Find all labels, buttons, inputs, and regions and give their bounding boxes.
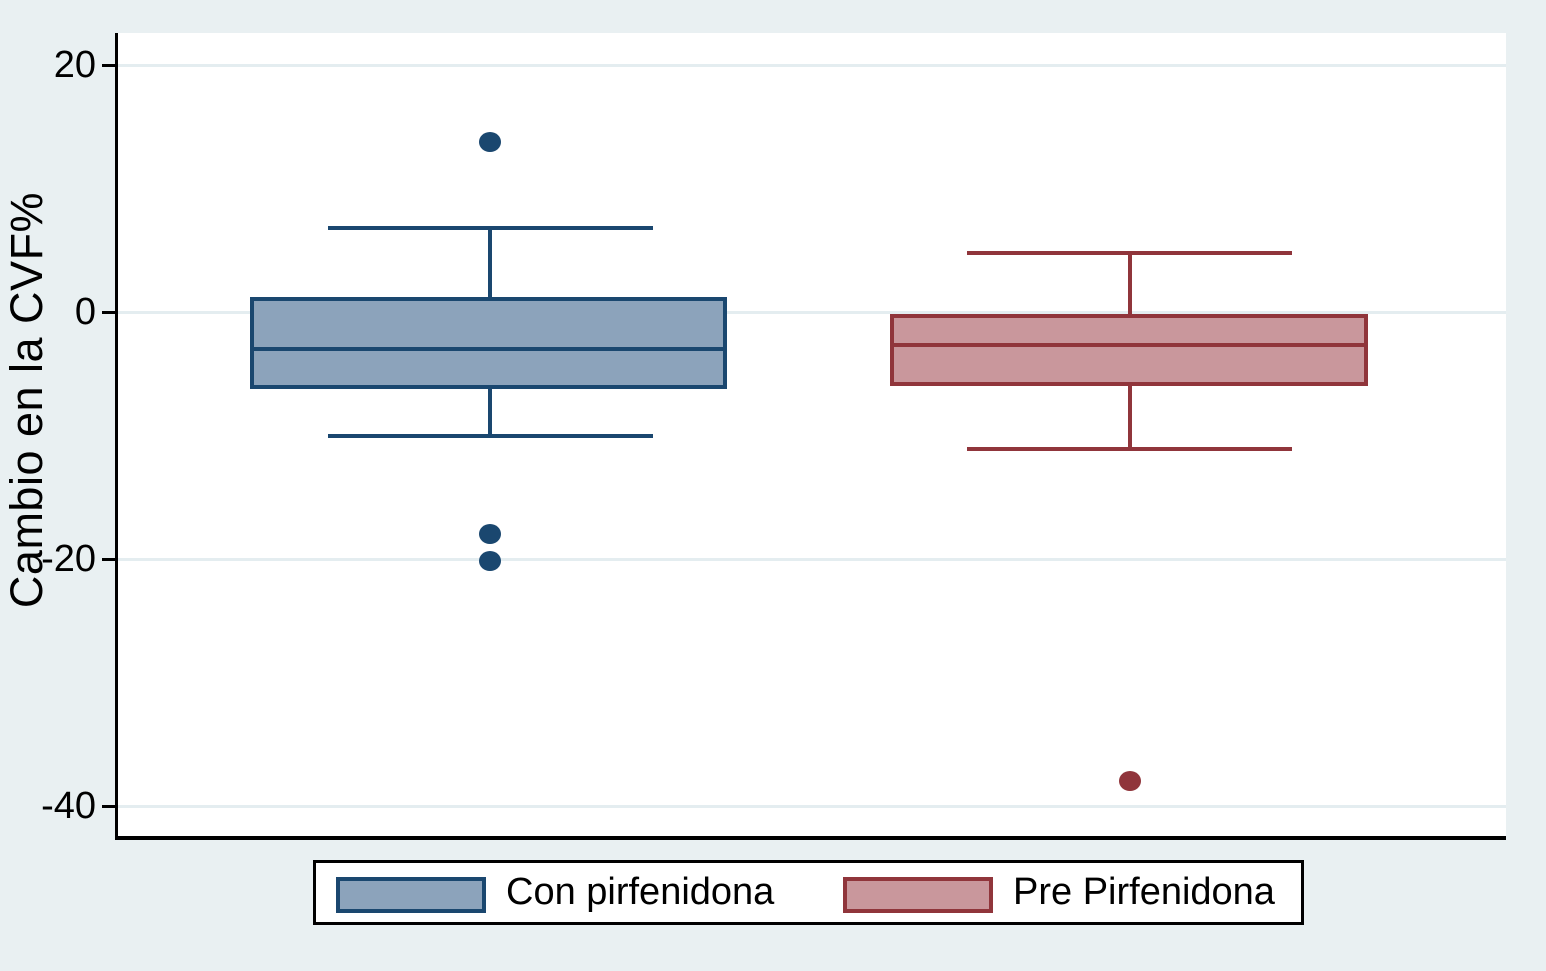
lower-whisker-stem-con-pirfenidona	[488, 388, 492, 436]
y-tick-label-20: 20	[53, 44, 96, 86]
upper-whisker-stem-pre-pirfenidona	[1128, 252, 1132, 315]
legend-label-con-pirfenidona: Con pirfenidona	[506, 871, 775, 913]
gridline-y--40	[118, 804, 1506, 808]
y-tick-label-0: 0	[74, 291, 96, 333]
box-con-pirfenidona	[250, 297, 727, 389]
legend-swatch-con-pirfenidona	[336, 877, 486, 913]
y-tick-20	[102, 63, 115, 67]
y-tick-label--40: -40	[41, 785, 96, 827]
outlier-dot-con-pirfenidona-1	[479, 524, 501, 545]
legend-swatch-pre-pirfenidona	[843, 877, 993, 913]
median-line-con-pirfenidona	[250, 347, 727, 352]
upper-whisker-stem-con-pirfenidona	[488, 228, 492, 298]
plot-area	[115, 33, 1506, 840]
legend: Con pirfenidona Pre Pirfenidona	[313, 860, 1304, 925]
gridline-y-0	[118, 310, 1506, 314]
y-tick-0	[102, 310, 115, 314]
upper-whisker-cap-pre-pirfenidona	[967, 250, 1292, 255]
outlier-dot-pre-pirfenidona-0	[1119, 771, 1141, 792]
gridline-y--20	[118, 557, 1506, 561]
median-line-pre-pirfenidona	[890, 343, 1368, 348]
gridline-y-20	[118, 63, 1506, 67]
y-tick-label--20: -20	[41, 538, 96, 580]
lower-whisker-cap-con-pirfenidona	[328, 433, 653, 438]
outlier-dot-con-pirfenidona-0	[479, 131, 501, 152]
legend-label-pre-pirfenidona: Pre Pirfenidona	[1013, 871, 1275, 913]
upper-whisker-cap-con-pirfenidona	[328, 226, 653, 231]
y-tick--20	[102, 557, 115, 561]
box-pre-pirfenidona	[890, 314, 1368, 387]
outlier-dot-con-pirfenidona-2	[479, 551, 501, 572]
lower-whisker-cap-pre-pirfenidona	[967, 447, 1292, 452]
y-tick--40	[102, 804, 115, 808]
lower-whisker-stem-pre-pirfenidona	[1128, 386, 1132, 450]
y-axis-title: Cambio en la CVF%	[1, 191, 52, 609]
